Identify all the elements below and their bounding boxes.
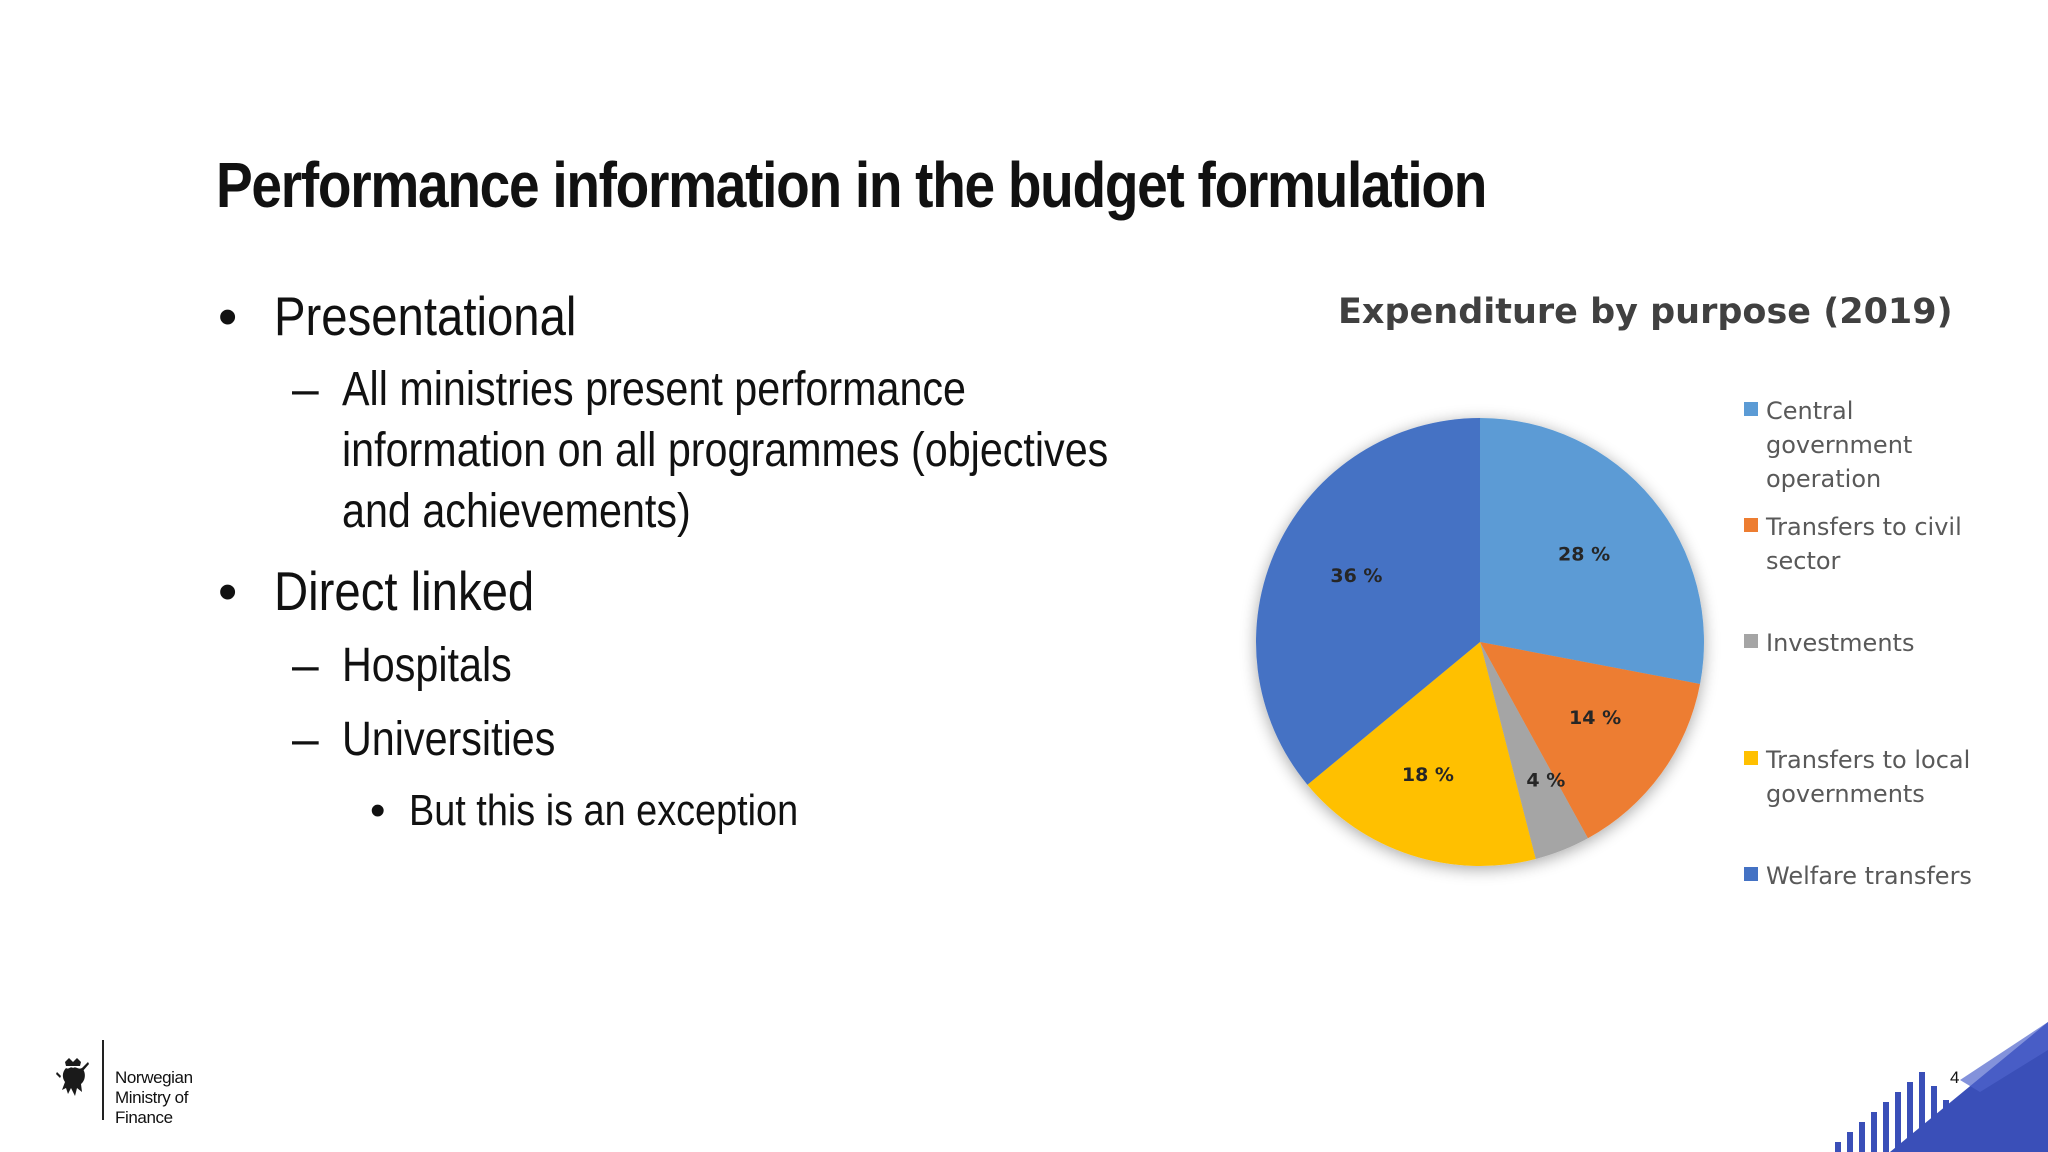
pie-label-transfers-to-local-governments: 18 % xyxy=(1402,764,1454,786)
legend-swatch xyxy=(1744,867,1758,881)
legend-label: Transfers to civil sector xyxy=(1766,513,1962,575)
bullet-presentational: Presentational xyxy=(274,285,577,347)
bullet-direct-linked: Direct linked xyxy=(274,560,535,622)
bullet-marker: • xyxy=(218,285,238,347)
legend-label: Transfers to local governments xyxy=(1766,746,1971,808)
pie-label-central-government-operation: 28 % xyxy=(1558,544,1610,566)
pie-slices xyxy=(1256,418,1704,866)
pie-slice-central-government-operation xyxy=(1480,418,1704,684)
sub-bullet-ministries-line-1: All ministries present performance xyxy=(342,363,967,416)
legend-swatch xyxy=(1744,518,1758,532)
legend-swatch xyxy=(1744,751,1758,765)
chart-title: Expenditure by purpose (2019) xyxy=(1338,292,1953,332)
pie-chart-plot: 28 % 14 % 4 % 18 % 36 % xyxy=(1256,418,1704,866)
pie-slice-transfers-to-civil-sector xyxy=(1480,642,1701,839)
pie-label-transfers-to-civil-sector: 14 % xyxy=(1569,707,1621,729)
dash-marker: – xyxy=(292,639,319,692)
bullet-marker: • xyxy=(370,786,386,835)
legend-swatch xyxy=(1744,634,1758,648)
sub-bullet-hospitals: Hospitals xyxy=(342,639,512,692)
sub-bullet-ministries-line-3: and achievements) xyxy=(342,485,691,538)
norwegian-lion-crest-icon xyxy=(56,1058,89,1096)
slide-title: Performance information in the budget fo… xyxy=(216,149,1487,221)
legend-label: Central government operation xyxy=(1766,397,1913,493)
footer-divider xyxy=(102,1040,104,1120)
dash-marker: – xyxy=(292,713,319,766)
bullet-marker: • xyxy=(218,560,238,622)
legend-label: Investments xyxy=(1766,629,1915,657)
page-number: 4 xyxy=(1950,1068,1960,1087)
sub-bullet-universities: Universities xyxy=(342,713,556,766)
pie-slice-welfare-transfers xyxy=(1256,418,1480,785)
pie-data-labels: 28 % 14 % 4 % 18 % 36 % xyxy=(1330,544,1621,792)
pie-slice-transfers-to-local-governments xyxy=(1307,642,1536,866)
legend-label: Welfare transfers xyxy=(1766,862,1972,890)
corner-decoration xyxy=(1835,1022,2048,1152)
ministry-name: Norwegian Ministry of Finance xyxy=(115,1068,193,1127)
pie-label-investments: 4 % xyxy=(1526,769,1565,791)
dash-marker: – xyxy=(292,363,319,416)
pie-label-welfare-transfers: 36 % xyxy=(1330,565,1382,587)
sub-bullet-ministries-line-2: information on all programmes (objective… xyxy=(342,424,1109,477)
legend-swatch xyxy=(1744,402,1758,416)
bullet-list: • Presentational – All ministries presen… xyxy=(0,0,1200,900)
pie-slice-investments xyxy=(1480,642,1588,859)
sub-sub-bullet-exception: But this is an exception xyxy=(409,786,799,835)
